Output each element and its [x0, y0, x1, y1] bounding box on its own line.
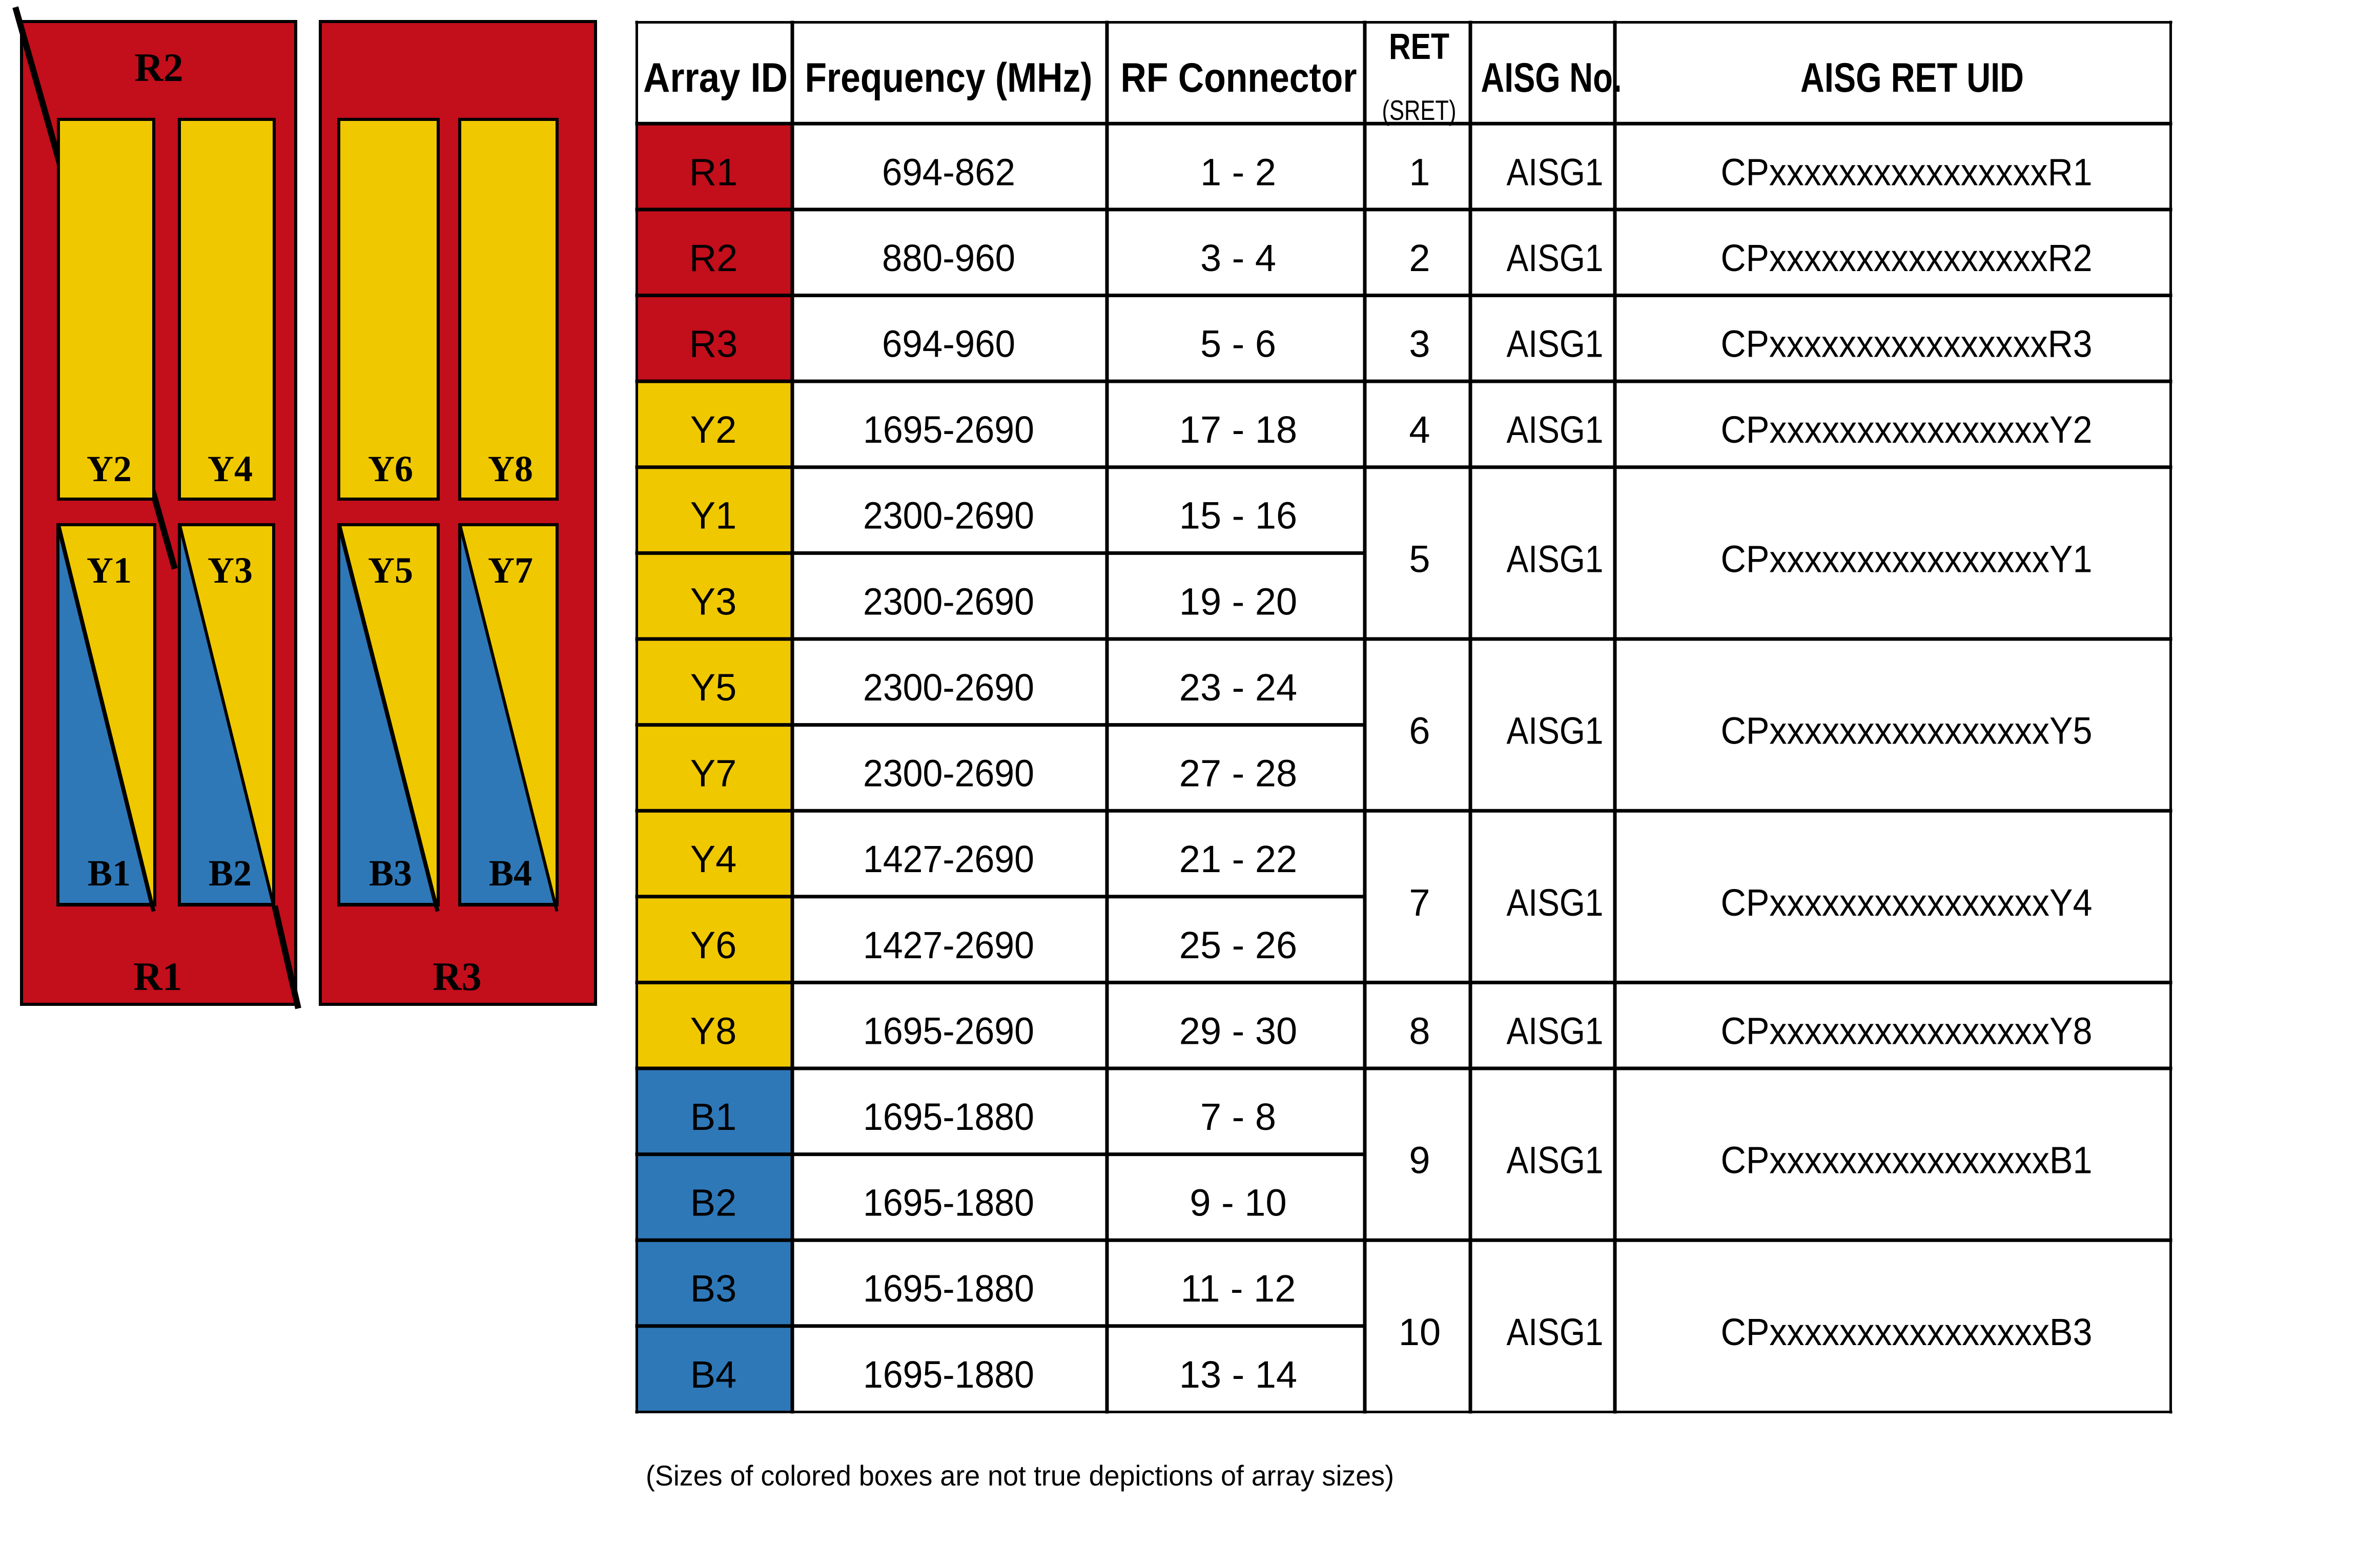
svg-text:1695-1880: 1695-1880 — [863, 1096, 1034, 1138]
svg-text:R1: R1 — [133, 954, 182, 999]
svg-text:2300-2690: 2300-2690 — [863, 666, 1034, 709]
svg-text:Y1: Y1 — [690, 494, 737, 537]
svg-text:3 - 4: 3 - 4 — [1200, 237, 1276, 279]
svg-text:AISG No.: AISG No. — [1481, 55, 1622, 101]
svg-text:7: 7 — [1409, 881, 1430, 924]
svg-text:Y5: Y5 — [690, 666, 737, 709]
svg-text:R3: R3 — [689, 323, 738, 365]
svg-text:23 - 24: 23 - 24 — [1179, 666, 1297, 709]
svg-text:(SRET): (SRET) — [1382, 94, 1457, 126]
svg-text:RF Connector: RF Connector — [1121, 55, 1357, 101]
svg-text:Array ID: Array ID — [643, 55, 788, 101]
svg-text:Y7: Y7 — [690, 752, 737, 795]
svg-text:AISG1: AISG1 — [1507, 323, 1604, 365]
svg-text:B3: B3 — [369, 853, 412, 894]
svg-text:9: 9 — [1409, 1139, 1430, 1182]
svg-text:10: 10 — [1399, 1311, 1441, 1353]
svg-text:R2: R2 — [134, 45, 183, 90]
svg-text:29 - 30: 29 - 30 — [1179, 1009, 1297, 1052]
svg-text:5 - 6: 5 - 6 — [1200, 323, 1276, 365]
svg-text:15 - 16: 15 - 16 — [1179, 494, 1297, 537]
svg-text:CPxxxxxxxxxxxxxxxxB3: CPxxxxxxxxxxxxxxxxB3 — [1721, 1311, 2093, 1353]
svg-text:B2: B2 — [690, 1182, 737, 1224]
svg-text:13 - 14: 13 - 14 — [1179, 1353, 1297, 1396]
svg-text:19 - 20: 19 - 20 — [1179, 580, 1297, 623]
svg-text:AISG1: AISG1 — [1507, 710, 1604, 752]
svg-text:694-960: 694-960 — [882, 323, 1015, 365]
svg-text:2: 2 — [1409, 237, 1430, 279]
svg-text:B2: B2 — [209, 853, 252, 894]
svg-text:Y4: Y4 — [690, 838, 737, 880]
svg-text:5: 5 — [1409, 538, 1430, 580]
svg-text:Y8: Y8 — [690, 1009, 737, 1052]
svg-text:AISG1: AISG1 — [1507, 1009, 1604, 1052]
svg-text:B4: B4 — [690, 1353, 737, 1396]
svg-text:25 - 26: 25 - 26 — [1179, 924, 1297, 966]
svg-text:2300-2690: 2300-2690 — [863, 752, 1034, 795]
svg-text:4: 4 — [1409, 408, 1430, 451]
svg-text:7 - 8: 7 - 8 — [1200, 1096, 1276, 1138]
svg-text:21 - 22: 21 - 22 — [1179, 838, 1297, 880]
svg-text:Y2: Y2 — [87, 448, 132, 489]
svg-text:R3: R3 — [433, 954, 481, 999]
svg-text:Y5: Y5 — [368, 550, 413, 591]
svg-text:B4: B4 — [489, 853, 532, 894]
svg-text:B1: B1 — [690, 1096, 737, 1138]
svg-text:880-960: 880-960 — [882, 237, 1015, 279]
svg-text:17 - 18: 17 - 18 — [1179, 408, 1297, 451]
svg-text:Y6: Y6 — [690, 924, 737, 966]
svg-text:2300-2690: 2300-2690 — [863, 494, 1034, 537]
svg-text:2300-2690: 2300-2690 — [863, 580, 1034, 623]
svg-text:Y1: Y1 — [87, 550, 132, 591]
svg-text:AISG1: AISG1 — [1507, 151, 1604, 193]
svg-text:(Sizes of colored boxes are no: (Sizes of colored boxes are not true dep… — [646, 1459, 1394, 1492]
svg-text:CPxxxxxxxxxxxxxxxxY4: CPxxxxxxxxxxxxxxxxY4 — [1721, 881, 2093, 924]
svg-text:AISG1: AISG1 — [1507, 237, 1604, 279]
svg-text:B3: B3 — [690, 1267, 737, 1310]
svg-text:1: 1 — [1409, 151, 1430, 193]
svg-text:Y7: Y7 — [488, 550, 533, 591]
svg-text:Y3: Y3 — [690, 580, 737, 623]
svg-text:RET: RET — [1389, 27, 1449, 67]
svg-text:AISG1: AISG1 — [1507, 881, 1604, 924]
svg-text:8: 8 — [1409, 1009, 1430, 1052]
svg-text:1695-1880: 1695-1880 — [863, 1267, 1034, 1310]
svg-text:3: 3 — [1409, 323, 1430, 365]
svg-text:1695-2690: 1695-2690 — [863, 408, 1034, 451]
svg-text:AISG1: AISG1 — [1507, 1311, 1604, 1353]
svg-text:CPxxxxxxxxxxxxxxxxY5: CPxxxxxxxxxxxxxxxxY5 — [1721, 710, 2093, 752]
svg-text:1695-2690: 1695-2690 — [863, 1009, 1034, 1052]
svg-text:6: 6 — [1409, 710, 1430, 752]
svg-text:Y2: Y2 — [690, 408, 737, 451]
svg-text:Frequency (MHz): Frequency (MHz) — [805, 55, 1093, 101]
svg-text:1 - 2: 1 - 2 — [1200, 151, 1276, 193]
svg-text:R2: R2 — [689, 237, 738, 279]
svg-text:Y3: Y3 — [208, 550, 253, 591]
svg-text:1695-1880: 1695-1880 — [863, 1353, 1034, 1396]
svg-text:B1: B1 — [88, 853, 131, 894]
svg-text:Y4: Y4 — [208, 448, 253, 489]
svg-text:Y8: Y8 — [488, 448, 533, 489]
svg-text:AISG1: AISG1 — [1507, 408, 1604, 451]
svg-text:CPxxxxxxxxxxxxxxxxY1: CPxxxxxxxxxxxxxxxxY1 — [1721, 538, 2093, 580]
svg-text:CPxxxxxxxxxxxxxxxxB1: CPxxxxxxxxxxxxxxxxB1 — [1721, 1139, 2093, 1182]
svg-text:AISG1: AISG1 — [1507, 1139, 1604, 1182]
svg-text:AISG RET UID: AISG RET UID — [1800, 55, 2024, 101]
svg-text:1695-1880: 1695-1880 — [863, 1182, 1034, 1224]
svg-text:CPxxxxxxxxxxxxxxxxY8: CPxxxxxxxxxxxxxxxxY8 — [1721, 1009, 2093, 1052]
svg-text:CPxxxxxxxxxxxxxxxxR3: CPxxxxxxxxxxxxxxxxR3 — [1721, 323, 2093, 365]
svg-text:11 - 12: 11 - 12 — [1181, 1267, 1296, 1310]
svg-text:1427-2690: 1427-2690 — [863, 838, 1034, 880]
svg-text:694-862: 694-862 — [882, 151, 1015, 193]
svg-text:9 - 10: 9 - 10 — [1190, 1182, 1286, 1224]
svg-text:AISG1: AISG1 — [1507, 538, 1604, 580]
svg-text:1427-2690: 1427-2690 — [863, 924, 1034, 966]
svg-text:27 - 28: 27 - 28 — [1179, 752, 1297, 795]
svg-text:CPxxxxxxxxxxxxxxxxR1: CPxxxxxxxxxxxxxxxxR1 — [1721, 151, 2093, 193]
svg-text:Y6: Y6 — [368, 448, 413, 489]
svg-text:R1: R1 — [689, 151, 738, 193]
svg-text:CPxxxxxxxxxxxxxxxxR2: CPxxxxxxxxxxxxxxxxR2 — [1721, 237, 2093, 279]
svg-text:CPxxxxxxxxxxxxxxxxY2: CPxxxxxxxxxxxxxxxxY2 — [1721, 408, 2093, 451]
